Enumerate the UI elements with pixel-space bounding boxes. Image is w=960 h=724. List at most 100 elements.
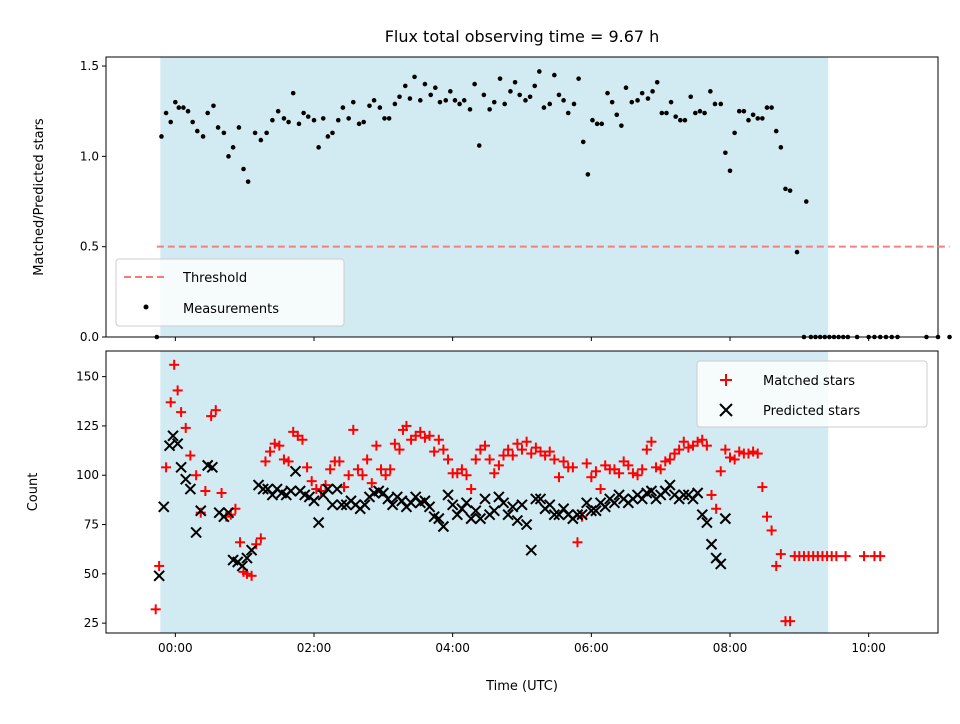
matched-stars-point bbox=[419, 432, 430, 443]
predicted-stars-point bbox=[442, 489, 454, 501]
matched-stars-point bbox=[715, 466, 726, 477]
matched-stars-point bbox=[521, 436, 532, 447]
predicted-stars-point bbox=[153, 570, 165, 582]
matched-stars-point bbox=[401, 420, 412, 431]
bottom-x-axis: 00:00 02:00 04:00 06:00 08:00 10:00 bbox=[158, 633, 886, 655]
matched-stars-point bbox=[161, 462, 172, 473]
predicted-stars-point bbox=[158, 501, 170, 513]
top-plot-frame bbox=[105, 56, 939, 338]
predicted-stars-point bbox=[175, 461, 187, 474]
measurement-point bbox=[678, 117, 683, 123]
matched-stars-point bbox=[743, 448, 754, 459]
measurement-point bbox=[552, 72, 557, 78]
predicted-stars-point bbox=[664, 479, 676, 491]
measurement-point bbox=[392, 101, 398, 107]
matched-stars-point bbox=[553, 472, 564, 483]
matched-stars-point bbox=[185, 450, 196, 461]
legend-threshold-label: Threshold bbox=[182, 271, 247, 286]
measurement-point bbox=[650, 89, 655, 94]
matched-stars-point bbox=[623, 460, 634, 471]
predicted-stars-point bbox=[701, 516, 713, 529]
matched-stars-point bbox=[311, 484, 322, 495]
legend-measurements-swatch bbox=[143, 304, 149, 310]
matched-stars-point bbox=[260, 456, 271, 467]
matched-stars-point bbox=[748, 446, 759, 457]
matched-stars-point bbox=[660, 456, 671, 467]
predicted-stars-point bbox=[719, 512, 732, 525]
matched-stars-point bbox=[517, 444, 527, 455]
predicted-stars-point bbox=[571, 508, 584, 521]
matched-stars-point bbox=[697, 434, 708, 445]
matched-stars-point bbox=[627, 468, 638, 479]
predicted-stars-point bbox=[167, 430, 179, 442]
bottom-y-axis-label: Count bbox=[26, 473, 41, 512]
matched-stars-point bbox=[371, 440, 382, 451]
predicted-stars-point bbox=[691, 487, 704, 499]
predicted-stars-point bbox=[433, 512, 445, 525]
predicted-stars-point bbox=[502, 508, 514, 521]
matched-stars-point bbox=[297, 434, 308, 445]
top-legend: Threshold Measurements bbox=[115, 258, 345, 327]
measurement-point bbox=[361, 119, 366, 125]
matched-stars-point bbox=[766, 525, 777, 536]
y-tick-label: 100 bbox=[76, 468, 99, 482]
predicted-stars-point bbox=[511, 514, 524, 527]
matched-stars-point bbox=[278, 454, 289, 465]
matched-stars-point bbox=[725, 452, 735, 463]
matched-stars-point bbox=[720, 444, 731, 455]
measurement-point bbox=[290, 90, 296, 96]
top-panel: Matched/Predicted stars 0.0 0.5 1.0 1.5 Thr… bbox=[32, 56, 952, 344]
predicted-stars-point bbox=[336, 499, 348, 511]
measurement-point bbox=[159, 134, 164, 139]
predicted-stars-point bbox=[322, 483, 334, 495]
measurement-point bbox=[176, 105, 182, 110]
measurement-point bbox=[556, 92, 562, 98]
measurement-point bbox=[760, 116, 765, 121]
y-tick-label: 125 bbox=[76, 419, 99, 433]
matched-stars-point bbox=[572, 537, 583, 548]
matched-stars-point bbox=[376, 464, 387, 475]
predicted-stars-point bbox=[590, 505, 602, 517]
matched-stars-point bbox=[274, 440, 285, 451]
x-tick-label: 10:00 bbox=[851, 641, 886, 655]
bottom-legend: Matched stars Predicted stars bbox=[696, 360, 928, 428]
matched-stars-point bbox=[567, 462, 578, 473]
measurement-point bbox=[688, 94, 694, 100]
measurement-point bbox=[854, 334, 860, 340]
predicted-stars-point bbox=[331, 483, 343, 495]
predicted-stars-point bbox=[534, 493, 547, 505]
measurement-point bbox=[594, 121, 600, 127]
predicted-stars-point bbox=[184, 483, 197, 495]
matched-stars-point bbox=[646, 436, 657, 447]
predicted-stars-point bbox=[488, 505, 500, 517]
measurement-point bbox=[635, 98, 640, 103]
top-y-axis-label: Matched/Predicted stars bbox=[32, 118, 47, 276]
matched-stars-point bbox=[334, 456, 345, 467]
measurement-point bbox=[523, 98, 528, 103]
matched-stars-point bbox=[590, 466, 601, 477]
predicted-stars-point bbox=[470, 505, 482, 517]
matched-stars-point bbox=[683, 442, 694, 453]
measurement-point bbox=[301, 110, 306, 116]
matched-stars-point bbox=[443, 454, 454, 465]
predicted-stars-point bbox=[520, 518, 533, 531]
matched-stars-point bbox=[235, 537, 246, 548]
measurement-point bbox=[433, 85, 438, 91]
y-tick-label: 50 bbox=[84, 567, 99, 581]
predicted-stars-point bbox=[222, 506, 235, 519]
measurement-point bbox=[712, 101, 718, 107]
predicted-stars-point bbox=[446, 499, 459, 511]
measurement-point bbox=[668, 99, 674, 105]
measurement-point bbox=[428, 92, 434, 98]
measurement-point bbox=[947, 334, 952, 340]
predicted-stars-point bbox=[359, 499, 371, 511]
matched-stars-point bbox=[150, 604, 161, 615]
measurement-point bbox=[418, 98, 423, 103]
measurement-point bbox=[467, 107, 473, 112]
measurement-point bbox=[481, 92, 487, 98]
measurement-point bbox=[787, 188, 793, 193]
measurement-point bbox=[241, 166, 246, 172]
y-tick-label: 25 bbox=[84, 616, 99, 630]
measurement-point bbox=[609, 99, 615, 105]
measurement-point bbox=[813, 334, 818, 340]
